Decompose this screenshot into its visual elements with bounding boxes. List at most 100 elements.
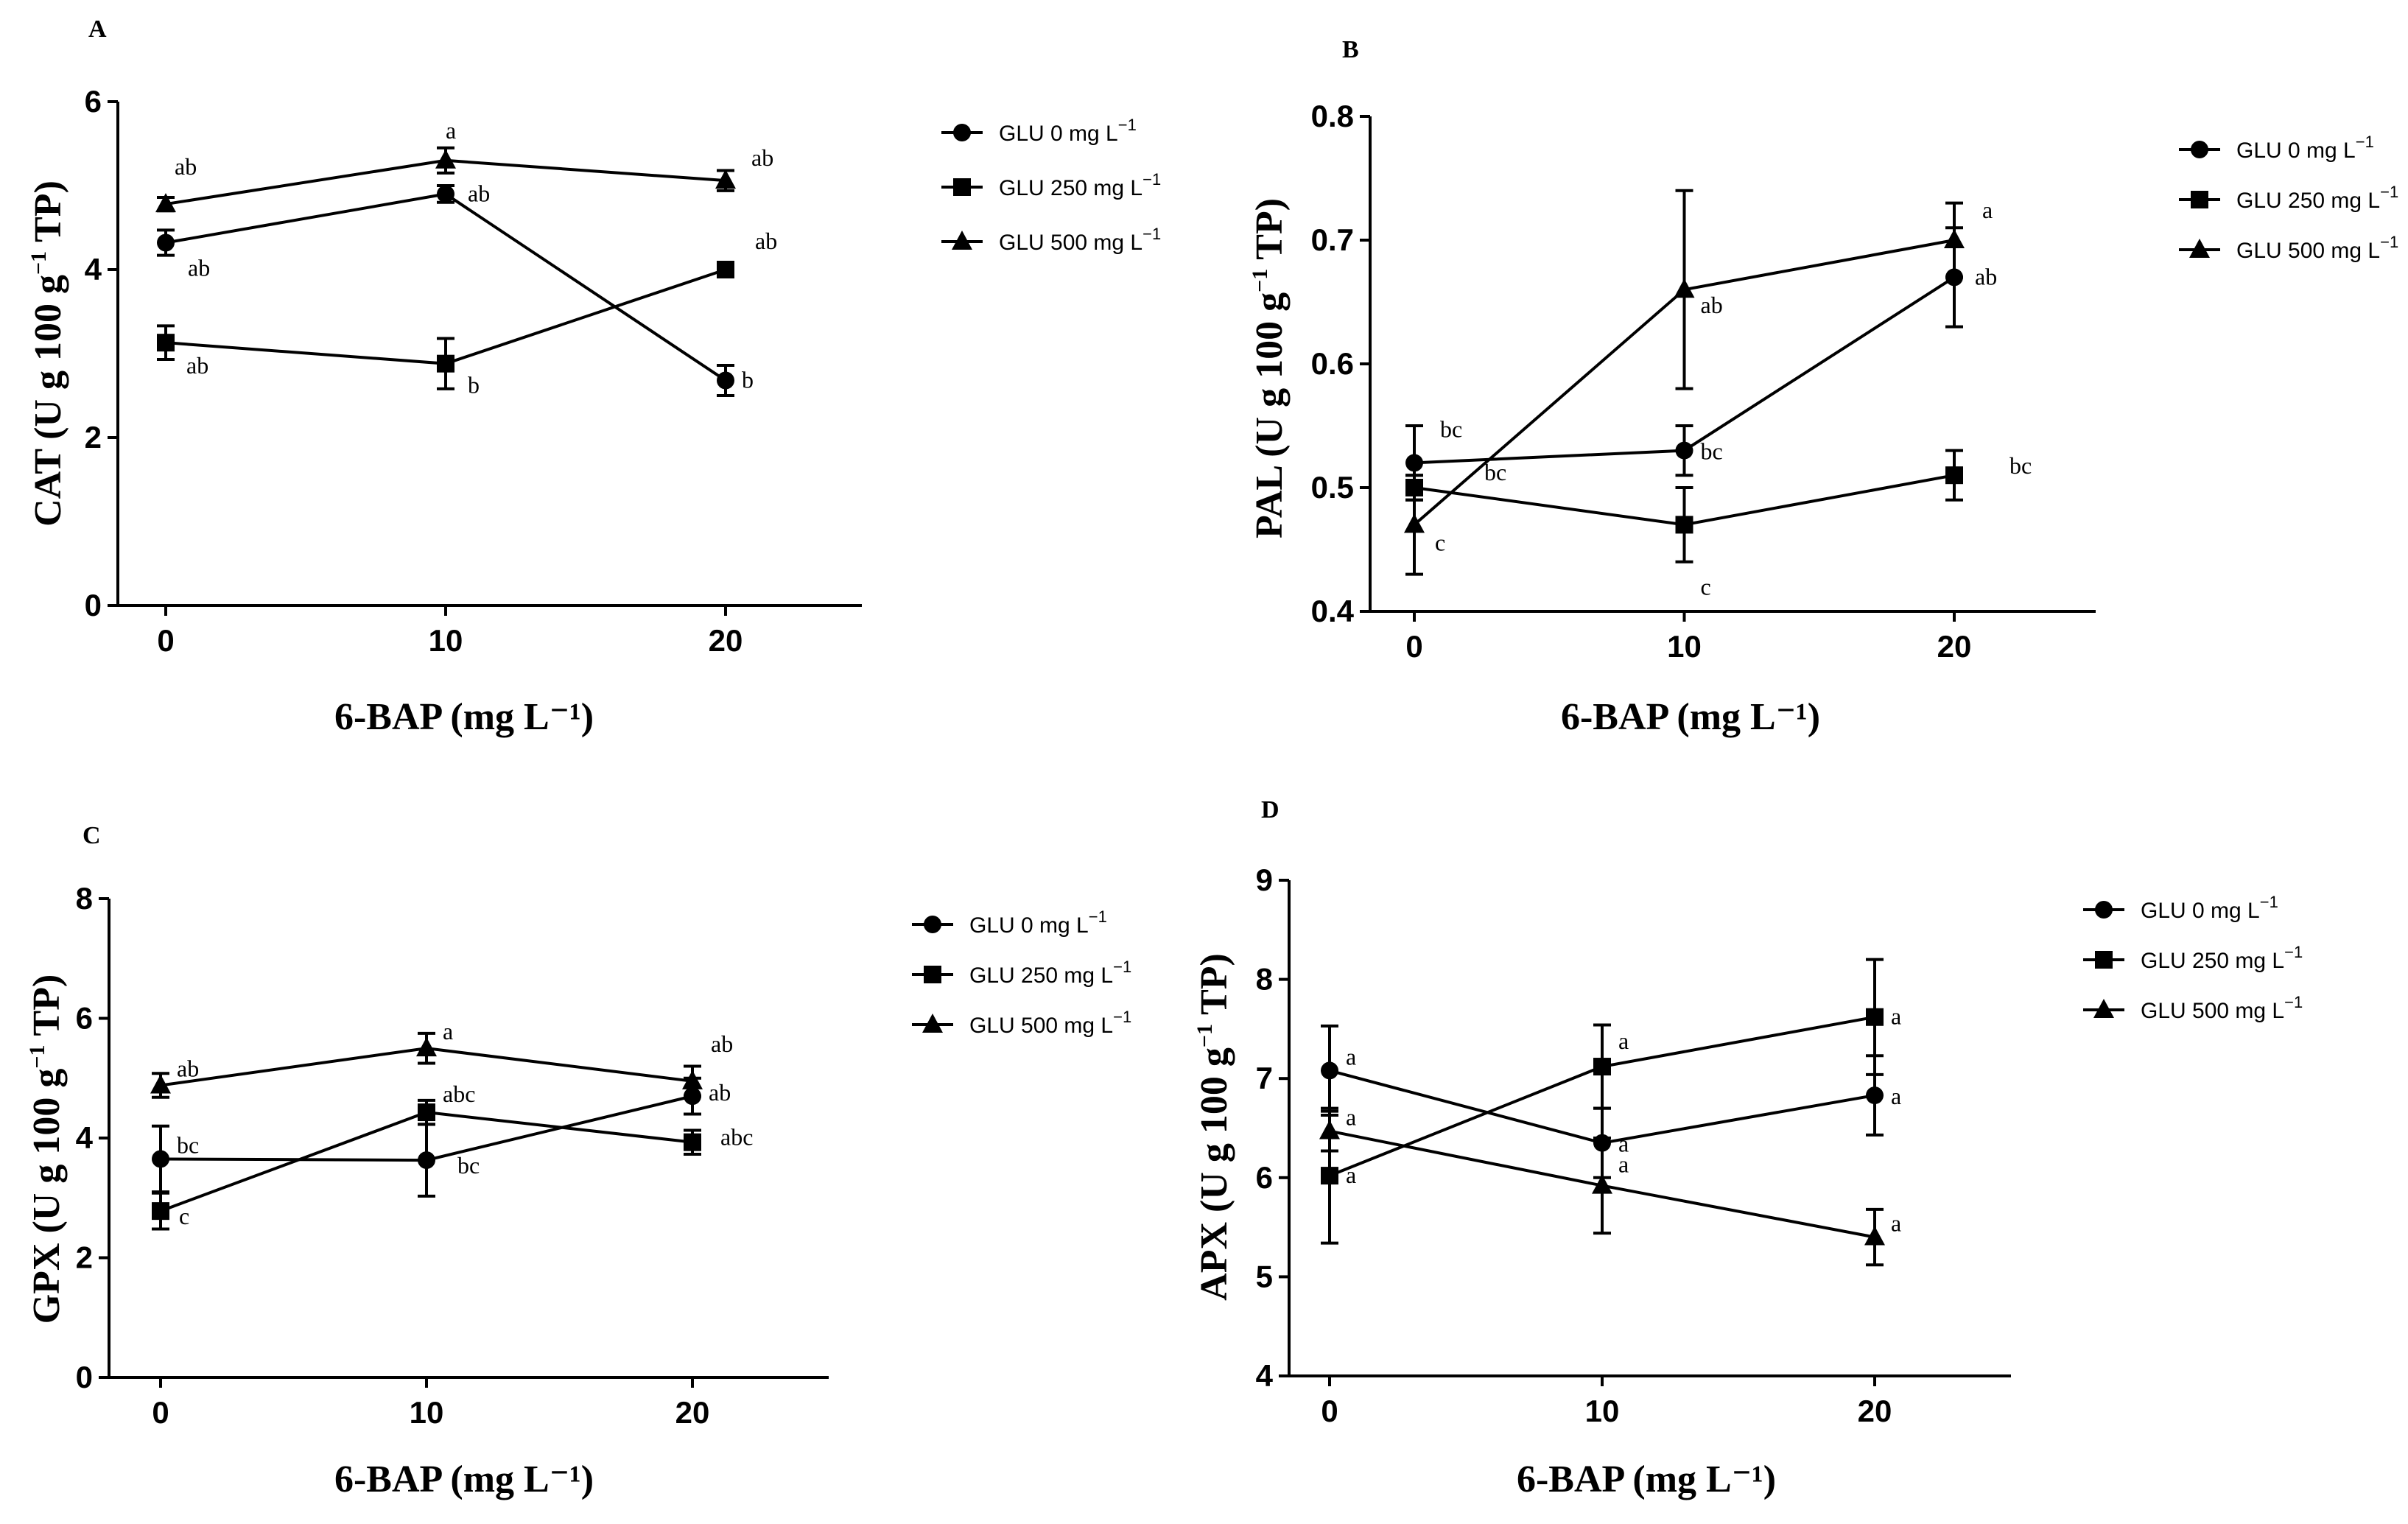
data-point-square [1321,1167,1338,1185]
y-axis-title-main: GPX (U g 100 g [26,1069,68,1324]
legend-marker-circle [924,916,941,933]
chart-panel-b: B 0.4 0.5 0.6 0.7 0.8 0 10 20 6-BAP (mg L⁻¹) PAL (… [1248,36,2398,738]
x-axis-title: 6-BAP (mg L⁻¹) [334,696,594,738]
significance-label: bc [1484,459,1506,485]
y-tick-label: 2 [85,420,102,454]
significance-label: b [468,372,480,398]
significance-label: ab [186,352,208,379]
y-tick-label: 0.6 [1311,346,1354,381]
legend-label-superscript: −1 [2284,993,2303,1011]
series-square: bc c bc [1405,449,2032,600]
data-point-triangle [1864,1226,1885,1246]
significance-label: a [1891,1210,1901,1237]
significance-label: ab [755,228,777,254]
y-axis-title-end: TP) [1249,198,1291,269]
significance-label: a [1346,1162,1356,1188]
data-point-triangle [1944,229,1965,248]
significance-label: c [179,1203,189,1229]
y-tick-label: 4 [1256,1358,1274,1393]
significance-label: ab [177,1056,199,1082]
data-point-circle [1321,1061,1338,1080]
significance-label: a [1618,1028,1629,1054]
legend-label-superscript: −1 [1118,116,1137,134]
legend-label-text: GLU 0 mg L [999,122,1118,146]
y-tick-label: 8 [76,881,93,916]
panel-letter: B [1342,36,1359,63]
significance-label: bc [2009,452,2032,479]
x-tick-label: 10 [429,623,463,658]
legend-label-text: GLU 500 mg L [2141,999,2284,1023]
y-axis-title-main: PAL (U g 100 g [1249,292,1291,538]
x-tick-label: 10 [410,1395,444,1430]
significance-label: a [1618,1151,1629,1178]
y-tick-label: 7 [1256,1061,1273,1095]
data-point-square [1866,1008,1884,1026]
y-tick-label: 6 [85,84,102,119]
x-tick-label: 20 [1937,629,1972,664]
y-axis-title-end: TP) [26,975,68,1045]
panel-letter: C [83,822,101,849]
series-circle: ab ab b [157,180,754,397]
x-tick-label: 10 [1585,1394,1620,1428]
data-point-circle [1675,441,1693,460]
legend-label-superscript: −1 [2260,893,2278,911]
legend-label-text: GLU 500 mg L [2236,239,2380,263]
legend-label-text: GLU 500 mg L [999,231,1142,255]
legend-label-text: GLU 0 mg L [2141,899,2260,923]
x-tick-label: 0 [157,623,174,658]
panel-letter: D [1261,796,1280,824]
y-tick-label: 5 [1256,1259,1273,1293]
legend-marker-circle [953,124,971,141]
y-axis-title-superscript: −1 [25,1045,49,1069]
x-axis-title: 6-BAP (mg L⁻¹) [1561,696,1820,738]
significance-label: a [446,117,456,144]
significance-label: abc [443,1081,475,1107]
data-point-circle [437,185,454,203]
data-point-circle [1405,454,1423,472]
data-point-circle [157,233,175,252]
x-tick-label: 20 [1858,1394,1892,1428]
legend-label-superscript: −1 [2380,183,2398,201]
y-axis-title: PAL (U g 100 g−1 TP) [1248,198,1291,538]
legend-label: GLU 500 mg L−1 [2141,993,2303,1023]
x-tick-label: 10 [1667,629,1702,664]
significance-label: ab [1701,292,1723,318]
legend-label-superscript: −1 [1113,958,1131,976]
legend-label: GLU 500 mg L−1 [999,225,1161,255]
data-point-circle [152,1150,169,1168]
y-tick-label: 6 [76,1001,93,1036]
significance-label: ab [711,1030,733,1057]
legend-label: GLU 250 mg L−1 [999,170,1161,200]
significance-label: ab [468,180,490,206]
y-tick-label: 6 [1256,1160,1273,1195]
legend-label: GLU 0 mg L−1 [2141,893,2278,923]
y-tick-label: 0.4 [1311,594,1355,628]
legend-label: GLU 0 mg L−1 [2236,133,2374,163]
y-axis-title: APX (U g 100 g−1 TP) [1193,953,1235,1301]
data-point-triangle [1592,1174,1612,1194]
legend-label-superscript: −1 [1142,170,1161,189]
data-point-square [152,1202,169,1221]
y-axis-title: CAT (U g 100 g−1 TP) [27,180,69,527]
series-square: ab b ab [157,228,777,398]
significance-label: ab [188,255,210,281]
significance-label: a [1982,197,1993,223]
legend: GLU 0 mg L−1 GLU 250 mg L−1 GLU 500 mg L −1 [2179,133,2398,263]
significance-label: bc [1440,415,1462,442]
legend-label: GLU 500 mg L−1 [969,1008,1131,1038]
data-point-square [1593,1058,1611,1076]
chart-panel-d: D 4 5 6 7 8 9 0 10 20 6-BAP (mg L⁻¹) APX (U g 100 g… [1193,796,2303,1500]
data-point-triangle [1319,1120,1340,1140]
data-point-triangle [682,1070,703,1089]
legend-label: GLU 250 mg L−1 [2236,183,2398,213]
legend-marker-circle [2095,901,2113,919]
series-circle: aaa [1321,1024,1901,1179]
data-point-triangle [1674,278,1695,298]
significance-label: ab [175,153,197,180]
y-tick-label: 0 [76,1360,93,1394]
y-axis-title: GPX (U g 100 g−1 TP) [25,975,68,1324]
